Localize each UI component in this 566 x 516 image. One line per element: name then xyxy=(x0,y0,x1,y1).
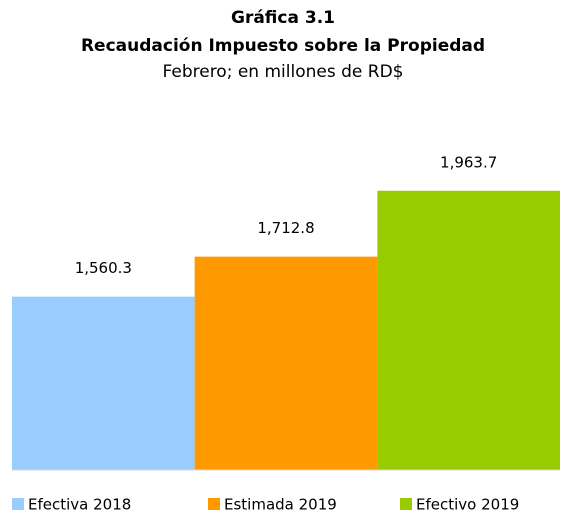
bar xyxy=(377,190,560,470)
data-label: 1,712.8 xyxy=(257,219,314,237)
chart-title: Gráfica 3.1 xyxy=(231,8,335,28)
legend-swatch xyxy=(400,498,412,510)
data-label: 1,963.7 xyxy=(440,153,497,171)
bar xyxy=(194,256,378,470)
chart-subtitle: Recaudación Impuesto sobre la Propiedad xyxy=(81,36,485,56)
bar xyxy=(12,296,195,470)
data-label: 1,560.3 xyxy=(75,259,132,277)
chart-units: Febrero; en millones de RD$ xyxy=(163,62,404,82)
legend-label: Efectivo 2019 xyxy=(416,496,519,514)
legend-label: Efectiva 2018 xyxy=(28,496,131,514)
legend-swatch xyxy=(12,498,24,510)
legend-swatch xyxy=(208,498,220,510)
legend-label: Estimada 2019 xyxy=(224,496,337,514)
